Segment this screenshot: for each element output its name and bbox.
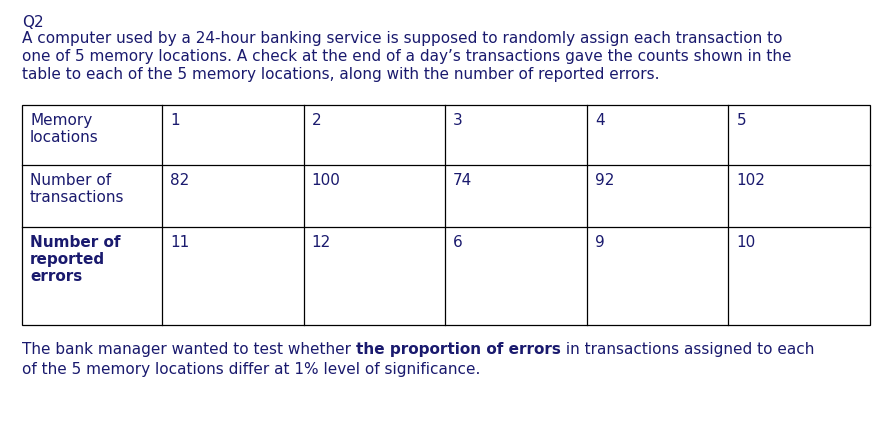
Text: Q2: Q2 bbox=[22, 15, 44, 30]
Text: reported: reported bbox=[30, 252, 105, 267]
Bar bbox=[22, 105, 870, 325]
Text: 82: 82 bbox=[170, 173, 189, 188]
Text: 74: 74 bbox=[453, 173, 473, 188]
Text: 10: 10 bbox=[737, 235, 756, 250]
Text: table to each of the 5 memory locations, along with the number of reported error: table to each of the 5 memory locations,… bbox=[22, 67, 659, 82]
Text: locations: locations bbox=[30, 130, 99, 145]
Text: 3: 3 bbox=[453, 113, 463, 128]
Text: in transactions assigned to each: in transactions assigned to each bbox=[561, 342, 814, 357]
Text: 102: 102 bbox=[737, 173, 765, 188]
Text: The bank manager wanted to test whether: The bank manager wanted to test whether bbox=[22, 342, 356, 357]
Text: 5: 5 bbox=[737, 113, 746, 128]
Text: Number of: Number of bbox=[30, 235, 120, 250]
Text: Number of: Number of bbox=[30, 173, 112, 188]
Text: 11: 11 bbox=[170, 235, 189, 250]
Text: 1: 1 bbox=[170, 113, 179, 128]
Text: the proportion of errors: the proportion of errors bbox=[356, 342, 561, 357]
Text: A computer used by a 24-hour banking service is supposed to randomly assign each: A computer used by a 24-hour banking ser… bbox=[22, 31, 782, 46]
Text: 12: 12 bbox=[311, 235, 331, 250]
Text: 100: 100 bbox=[311, 173, 341, 188]
Text: Memory: Memory bbox=[30, 113, 92, 128]
Text: 9: 9 bbox=[595, 235, 605, 250]
Text: 4: 4 bbox=[595, 113, 605, 128]
Text: transactions: transactions bbox=[30, 190, 125, 205]
Text: 2: 2 bbox=[311, 113, 321, 128]
Text: 92: 92 bbox=[595, 173, 615, 188]
Text: 6: 6 bbox=[453, 235, 463, 250]
Text: of the 5 memory locations differ at 1% level of significance.: of the 5 memory locations differ at 1% l… bbox=[22, 362, 481, 377]
Text: one of 5 memory locations. A check at the end of a day’s transactions gave the c: one of 5 memory locations. A check at th… bbox=[22, 49, 791, 64]
Text: errors: errors bbox=[30, 269, 82, 284]
